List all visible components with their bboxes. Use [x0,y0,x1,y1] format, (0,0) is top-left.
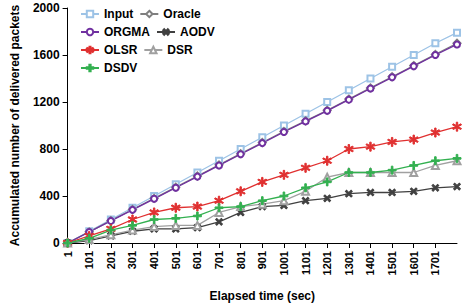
svg-text:601: 601 [191,251,203,269]
svg-text:ORGMA: ORGMA [104,25,150,39]
svg-text:OLSR: OLSR [104,43,138,57]
svg-text:1501: 1501 [386,251,398,275]
svg-text:2000: 2000 [33,1,60,15]
svg-text:0: 0 [53,236,60,250]
svg-text:AODV: AODV [180,25,215,39]
svg-text:Accumulated number of delivere: Accumulated number of delivered packets [8,4,22,246]
svg-text:301: 301 [126,251,138,269]
svg-text:401: 401 [148,251,160,269]
svg-text:1600: 1600 [33,48,60,62]
svg-text:Elapsed time (sec): Elapsed time (sec) [210,289,315,303]
svg-text:800: 800 [40,142,60,156]
svg-text:801: 801 [235,251,247,269]
svg-text:Oracle: Oracle [163,7,201,21]
svg-text:1201: 1201 [321,251,333,275]
svg-text:DSDV: DSDV [104,61,137,75]
svg-text:400: 400 [40,189,60,203]
svg-text:1701: 1701 [429,251,441,275]
svg-text:DSR: DSR [167,43,193,57]
svg-text:Input: Input [104,7,133,21]
svg-text:1601: 1601 [408,251,420,275]
svg-text:1101: 1101 [300,251,312,275]
svg-text:701: 701 [213,251,225,269]
svg-text:1200: 1200 [33,95,60,109]
svg-text:1: 1 [62,251,74,257]
svg-text:1401: 1401 [364,251,376,275]
svg-text:101: 101 [83,251,95,269]
svg-text:901: 901 [256,251,268,269]
svg-text:1001: 1001 [278,251,290,275]
svg-text:501: 501 [170,251,182,269]
svg-text:1301: 1301 [343,251,355,275]
svg-text:201: 201 [105,251,117,269]
